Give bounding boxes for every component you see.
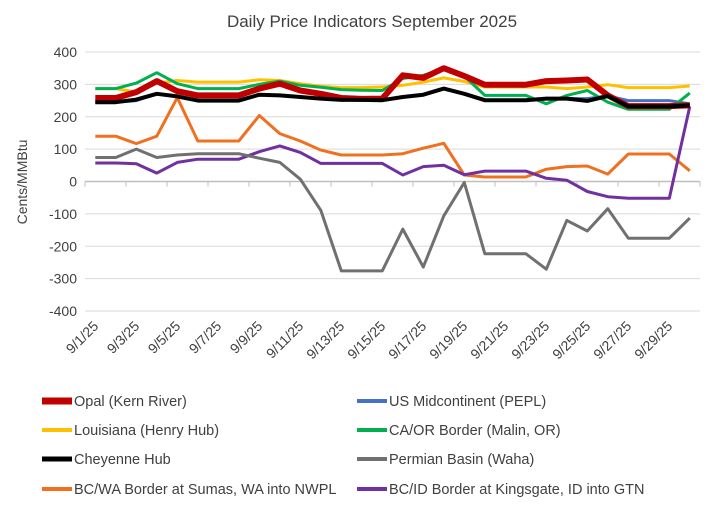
x-tick-label: 9/21/25: [467, 318, 511, 362]
y-tick-label: 200: [54, 109, 78, 125]
y-tick-label: -200: [49, 238, 77, 254]
x-tick-label: 9/23/25: [508, 318, 552, 362]
x-tick-label: 9/29/25: [631, 318, 675, 362]
x-tick-label: 9/5/25: [145, 318, 184, 357]
x-tick-label: 9/9/25: [227, 318, 266, 357]
y-tick-label: -400: [49, 303, 77, 319]
series-line-7: [95, 106, 692, 200]
legend-label: Louisiana (Henry Hub): [74, 423, 219, 439]
series-line-5: [95, 147, 691, 273]
legend-label: US Midcontinent (PEPL): [389, 394, 546, 410]
legend-item: Cheyenne Hub: [42, 452, 171, 468]
x-tick-label: 9/27/25: [590, 318, 634, 362]
legend-item: CA/OR Border (Malin, OR): [357, 423, 561, 439]
series-line-0: [95, 65, 690, 110]
legend-item: BC/ID Border at Kingsgate, ID into GTN: [357, 482, 644, 498]
legend-item: BC/WA Border at Sumas, WA into NWPL: [42, 482, 336, 498]
y-tick-label: 0: [69, 174, 77, 190]
y-tick-label: -100: [49, 206, 77, 222]
x-tick-label: 9/11/25: [263, 318, 307, 362]
x-tick-label: 9/19/25: [426, 318, 470, 362]
y-tick-label: 300: [54, 76, 78, 92]
series-line-6: [95, 96, 691, 179]
series-line-4: [95, 86, 690, 109]
legend-label: CA/OR Border (Malin, OR): [389, 423, 561, 439]
legend-label: BC/ID Border at Kingsgate, ID into GTN: [389, 482, 644, 498]
x-tick-label: 9/15/25: [344, 318, 388, 362]
legend-label: BC/WA Border at Sumas, WA into NWPL: [74, 482, 336, 498]
x-tick-label: 9/17/25: [385, 318, 429, 362]
x-tick-label: 9/7/25: [186, 318, 225, 357]
legend-item: US Midcontinent (PEPL): [357, 394, 546, 410]
legend-item: Louisiana (Henry Hub): [42, 423, 219, 439]
x-tick-label: 9/1/25: [63, 318, 102, 357]
x-tick-label: 9/25/25: [549, 318, 593, 362]
y-axis-title: Cents/MMBtu: [14, 140, 30, 225]
y-tick-label: 400: [54, 44, 78, 60]
legend-label: Cheyenne Hub: [74, 452, 171, 468]
y-tick-label: 100: [54, 141, 78, 157]
y-tick-label: -300: [49, 271, 77, 287]
x-tick-label: 9/13/25: [303, 318, 347, 362]
x-tick-label: 9/3/25: [104, 318, 143, 357]
legend-item: Opal (Kern River): [42, 394, 187, 410]
legend-label: Permian Basin (Waha): [389, 452, 534, 468]
chart-title: Daily Price Indicators September 2025: [227, 12, 517, 31]
legend-label: Opal (Kern River): [74, 394, 187, 410]
legend-item: Permian Basin (Waha): [357, 452, 534, 468]
